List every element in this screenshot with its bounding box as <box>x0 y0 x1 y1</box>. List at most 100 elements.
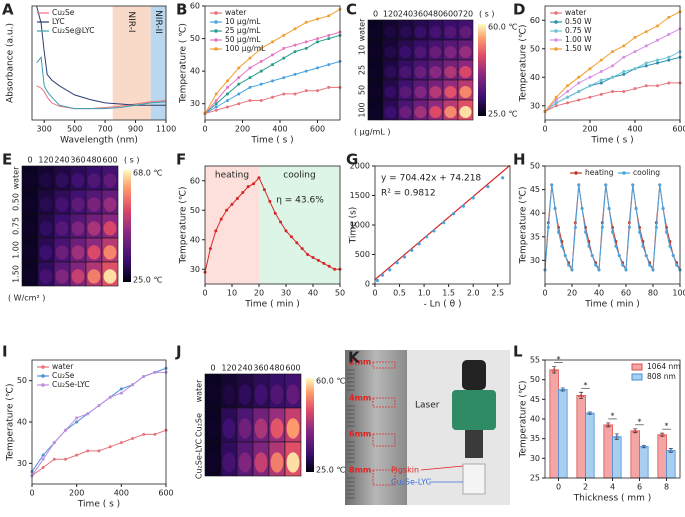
thermal-spot <box>384 66 397 78</box>
point <box>316 66 319 70</box>
panel-letter: H <box>513 151 526 169</box>
point <box>282 33 286 37</box>
region-label: cooling <box>283 171 315 181</box>
row-unit: ( W/cm² ) <box>8 294 45 303</box>
sample-vial <box>462 463 486 495</box>
row-label: 1.00 <box>12 241 21 259</box>
series-line <box>31 429 167 477</box>
point <box>246 185 250 189</box>
point <box>284 229 288 233</box>
point <box>667 55 671 59</box>
point <box>654 225 658 229</box>
point <box>142 375 146 379</box>
point <box>293 27 297 31</box>
thermal-spot <box>87 173 101 188</box>
point <box>293 43 297 47</box>
legend-label: 25 μg/mL <box>225 26 261 35</box>
legend-label: water <box>52 362 74 371</box>
legend-label: cooling <box>633 168 660 177</box>
y-tick-label: 1500 <box>350 191 370 200</box>
x-axis-label: Wavelength (nm) <box>60 136 138 146</box>
thermal-spot <box>238 452 252 473</box>
ruler-photo <box>345 350 407 505</box>
y-tick-label: 30 <box>190 99 200 108</box>
significance: * <box>611 411 615 420</box>
thermal-spot <box>459 26 472 38</box>
row-label: 1.50 <box>12 265 21 283</box>
y-axis-label: Temperature (℃) <box>179 186 189 264</box>
point <box>614 244 618 248</box>
point <box>622 70 626 74</box>
point <box>667 58 671 62</box>
thermal-spot <box>444 66 457 78</box>
thermal-spot <box>254 384 268 405</box>
point <box>208 247 212 251</box>
y-tick-label: 60 <box>190 176 200 185</box>
point <box>588 95 592 99</box>
panel-letter: K <box>348 349 361 367</box>
replicate <box>642 444 645 447</box>
thermal-spot <box>55 245 69 260</box>
point <box>380 273 384 277</box>
y-tick-label: 30 <box>530 454 540 463</box>
y-tick-label: 35 <box>530 232 540 241</box>
replicate <box>555 369 557 372</box>
thermal-spot <box>414 26 427 38</box>
point <box>607 206 611 210</box>
point <box>271 63 274 67</box>
point <box>237 92 241 96</box>
point <box>599 70 603 74</box>
legend-label: 808 nm <box>647 372 676 381</box>
skin-slice <box>372 433 396 447</box>
replicate <box>553 367 556 370</box>
x-axis-label: Thickness ( mm ) <box>573 494 652 504</box>
replicate <box>634 428 637 431</box>
point <box>570 268 574 272</box>
panel-letter: L <box>513 343 523 361</box>
column-label: 480 <box>86 156 101 165</box>
legend-marker <box>214 11 218 15</box>
x-tick-label: 0 <box>372 289 377 298</box>
point <box>304 69 308 73</box>
point <box>580 206 584 210</box>
point <box>546 225 550 229</box>
colorbar-max: 68.0 ℃ <box>133 169 162 178</box>
bar <box>630 430 640 479</box>
legend-label: 100 μg/mL <box>225 44 266 53</box>
point <box>651 268 655 272</box>
point <box>119 441 123 445</box>
x-tick-label: 6 <box>637 483 642 492</box>
replicate <box>644 446 647 449</box>
point <box>293 92 297 96</box>
row-label: water <box>358 18 367 42</box>
point <box>230 202 234 206</box>
thermal-spot <box>414 46 427 58</box>
replicate <box>588 411 591 413</box>
point <box>471 196 475 200</box>
thermal-spot <box>414 86 427 98</box>
x-tick-label: 200 <box>582 125 597 134</box>
scale-label: 4mm <box>349 394 371 403</box>
legend-marker <box>41 374 45 378</box>
y-tick-label: 60 <box>190 2 200 11</box>
thermal-spot <box>444 86 457 98</box>
panel-letter: D <box>513 1 525 19</box>
point <box>259 46 263 50</box>
y-tick-label: 55 <box>530 356 540 365</box>
point <box>248 66 252 70</box>
y-tick-label: 30 <box>530 256 540 265</box>
point <box>295 241 299 245</box>
point <box>316 258 320 262</box>
x-tick-label: 600 <box>158 489 173 498</box>
plot-frame <box>374 165 511 285</box>
legend-marker <box>214 38 218 42</box>
thermal-spot <box>87 245 101 260</box>
thermal-spot <box>238 418 252 439</box>
sample-label: Cu₂Se-LYC <box>391 478 432 487</box>
legend-marker <box>214 20 218 24</box>
colorbar-min: 25.0 ℃ <box>316 466 345 475</box>
thermal-spot <box>384 46 397 58</box>
legend-label: Cu₂Se@LYC <box>52 26 94 35</box>
plot-frame <box>204 5 341 121</box>
skin-slice <box>372 397 396 408</box>
